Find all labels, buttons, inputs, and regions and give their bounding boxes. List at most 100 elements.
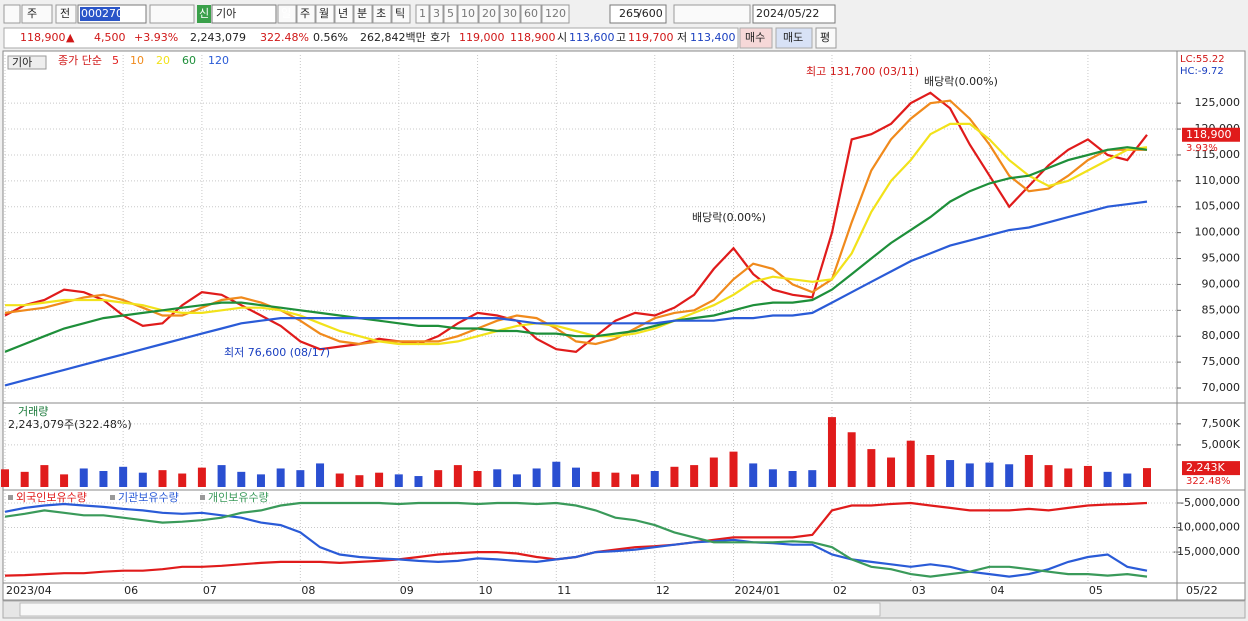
interval-button[interactable] <box>415 4 430 24</box>
buy-button[interactable] <box>739 27 773 49</box>
series-line <box>4 200 1148 387</box>
volume-bar <box>217 465 226 487</box>
market-select[interactable] <box>21 4 53 24</box>
menu-button[interactable] <box>3 4 21 24</box>
search-button[interactable] <box>149 4 195 24</box>
y-tick-label: 70,000 <box>1202 381 1241 394</box>
interval-button[interactable] <box>443 4 458 24</box>
volume-bar <box>1005 464 1014 487</box>
legend-entry: 10 <box>130 54 144 67</box>
volume-bar <box>1103 471 1112 487</box>
avg-button[interactable] <box>815 27 837 49</box>
interval-label: 60 <box>524 7 538 20</box>
prev-button[interactable] <box>55 4 77 24</box>
current-box <box>1182 127 1240 142</box>
period-button[interactable] <box>334 4 354 24</box>
quote-amount: 262,842백만 <box>360 31 426 44</box>
quote-volume: 2,243,079 <box>190 31 246 44</box>
volume-bar <box>1064 468 1073 487</box>
quote-price: 118,900 <box>20 31 66 44</box>
interval-button[interactable] <box>541 4 570 24</box>
volume-bar <box>20 471 29 487</box>
volume-bar <box>729 451 738 487</box>
interval-button[interactable] <box>429 4 444 24</box>
volume-bar <box>591 471 600 487</box>
code-highlight <box>80 7 120 21</box>
volume-bar <box>375 472 384 487</box>
annotation: 최저 76,600 (08/17) <box>224 346 330 359</box>
lc: LC:55.22 <box>1180 54 1225 65</box>
period-button[interactable] <box>391 4 411 24</box>
volume-bar <box>60 474 69 487</box>
badge-bg <box>197 5 211 23</box>
sell-button[interactable] <box>775 27 813 49</box>
price-title: 기아 <box>12 56 32 69</box>
volume-bar <box>965 463 974 487</box>
y-tick-label: 115,000 <box>1195 148 1241 161</box>
period-button[interactable] <box>277 4 297 24</box>
volume-title: 거래량 <box>18 405 48 418</box>
volume-bar <box>690 465 699 487</box>
interval-button[interactable] <box>520 4 542 24</box>
sell: 매도 <box>783 31 803 44</box>
volume-bar <box>631 474 640 487</box>
count-field[interactable] <box>609 4 667 24</box>
volume-bar <box>808 470 817 487</box>
volume-bar <box>99 471 108 487</box>
current-label: 118,900 <box>1186 128 1232 141</box>
volume-bar <box>296 470 305 487</box>
period-button[interactable] <box>296 4 316 24</box>
volume-bar <box>867 449 876 487</box>
x-tick-label: 07 <box>203 584 217 597</box>
quote-change: 4,500 <box>94 31 126 44</box>
volume-bar <box>946 460 955 487</box>
x-tick-label: 09 <box>400 584 414 597</box>
period-label: 초 <box>376 7 386 20</box>
interval-label: 20 <box>482 7 496 20</box>
prev: 전 <box>60 7 70 20</box>
series-line <box>4 502 1148 578</box>
period-button[interactable] <box>372 4 392 24</box>
volume-bar <box>985 462 994 487</box>
legend-entry: 개인보유수량 <box>208 491 269 504</box>
period-button[interactable] <box>353 4 373 24</box>
badge: 신 <box>199 7 209 20</box>
volume-bar <box>355 475 364 487</box>
period-button[interactable] <box>315 4 335 24</box>
x-tick-label: 2023/04 <box>6 584 52 597</box>
high: 119,700 <box>628 31 674 44</box>
low-label: 저 <box>677 31 687 44</box>
volume-bar <box>434 470 443 487</box>
period-label: 주 <box>300 7 310 20</box>
volume-bar <box>611 472 620 487</box>
date-field[interactable] <box>752 4 836 24</box>
scroll-thumb[interactable] <box>19 602 881 617</box>
volume-bar <box>926 455 935 487</box>
interval-button[interactable] <box>478 4 500 24</box>
volume-bar <box>237 471 246 487</box>
interval-label: 3 <box>433 7 440 20</box>
interval-label: 5 <box>447 7 454 20</box>
interval-button[interactable] <box>457 4 479 24</box>
title-box <box>7 55 47 70</box>
legend-entry: 120 <box>208 54 229 67</box>
high-label: 고 <box>616 31 626 44</box>
open-label: 시 <box>557 31 567 44</box>
x-tick-label: 02 <box>833 584 847 597</box>
market: 주 <box>27 7 37 20</box>
date: 2024/05/22 <box>756 7 819 20</box>
volume-bar <box>1123 473 1132 487</box>
period-label: 일 <box>281 6 291 20</box>
volume-bar <box>788 471 797 487</box>
interval-button[interactable] <box>499 4 521 24</box>
method: 종가 단순 <box>58 54 102 67</box>
volume-bar <box>512 474 521 487</box>
y-tick-label: 100,000 <box>1195 226 1241 239</box>
x-tick-label: 03 <box>912 584 926 597</box>
series-line <box>4 99 1147 346</box>
name-field[interactable] <box>211 4 277 24</box>
tool-buttons[interactable] <box>673 4 751 24</box>
period-label: 년 <box>338 7 348 20</box>
